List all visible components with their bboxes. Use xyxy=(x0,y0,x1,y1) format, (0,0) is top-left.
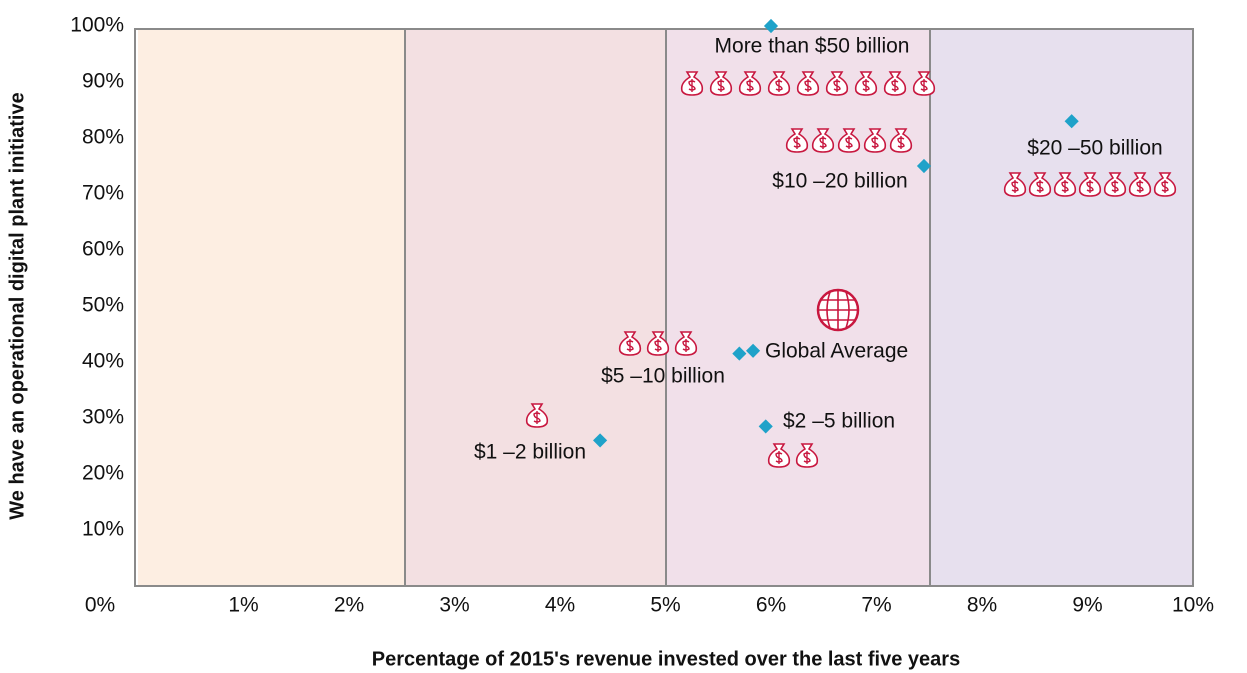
background xyxy=(135,29,1193,586)
point-label: $20 –50 billion xyxy=(1027,137,1162,160)
x-tick-label: 8% xyxy=(967,594,997,617)
x-tick-label: 4% xyxy=(545,594,575,617)
y-tick-label: 50% xyxy=(82,294,124,317)
point-label: More than $50 billion xyxy=(715,35,910,58)
x-tick-label: 2% xyxy=(334,594,364,617)
x-tick-label: 3% xyxy=(439,594,469,617)
y-tick-label: 40% xyxy=(82,350,124,373)
x-tick-label: 5% xyxy=(650,594,680,617)
band xyxy=(405,29,666,586)
x-tick-label: 9% xyxy=(1072,594,1102,617)
y-tick-label: 10% xyxy=(82,518,124,541)
x-tick-label: 10% xyxy=(1172,594,1214,617)
band xyxy=(138,29,405,586)
y-tick-label: 30% xyxy=(82,406,124,429)
y-tick-label: 60% xyxy=(82,238,124,261)
y-tick-label: 100% xyxy=(70,14,124,37)
band xyxy=(666,29,930,586)
chart: Percentage of 2015's revenue invested ov… xyxy=(0,0,1247,673)
point-label: Global Average xyxy=(765,340,908,363)
x-tick-label: 7% xyxy=(861,594,891,617)
y-tick-label: 90% xyxy=(82,70,124,93)
page: Percentage of 2015's revenue invested ov… xyxy=(0,0,1247,673)
y-tick-label: 80% xyxy=(82,126,124,149)
x-axis-label: Percentage of 2015's revenue invested ov… xyxy=(372,648,960,670)
point-label: $1 –2 billion xyxy=(474,441,586,464)
point-label: $5 –10 billion xyxy=(601,365,725,388)
globe-dollar-icon xyxy=(818,290,858,330)
x-tick-label: 0% xyxy=(85,594,115,617)
y-tick-label: 20% xyxy=(82,462,124,485)
x-tick-label: 1% xyxy=(228,594,258,617)
y-axis-label: We have an operational digital plant ini… xyxy=(6,92,28,520)
band xyxy=(930,29,1193,586)
y-tick-label: 70% xyxy=(82,182,124,205)
point-label: $10 –20 billion xyxy=(772,170,907,193)
point-label: $2 –5 billion xyxy=(783,410,895,433)
x-tick-label: 6% xyxy=(756,594,786,617)
